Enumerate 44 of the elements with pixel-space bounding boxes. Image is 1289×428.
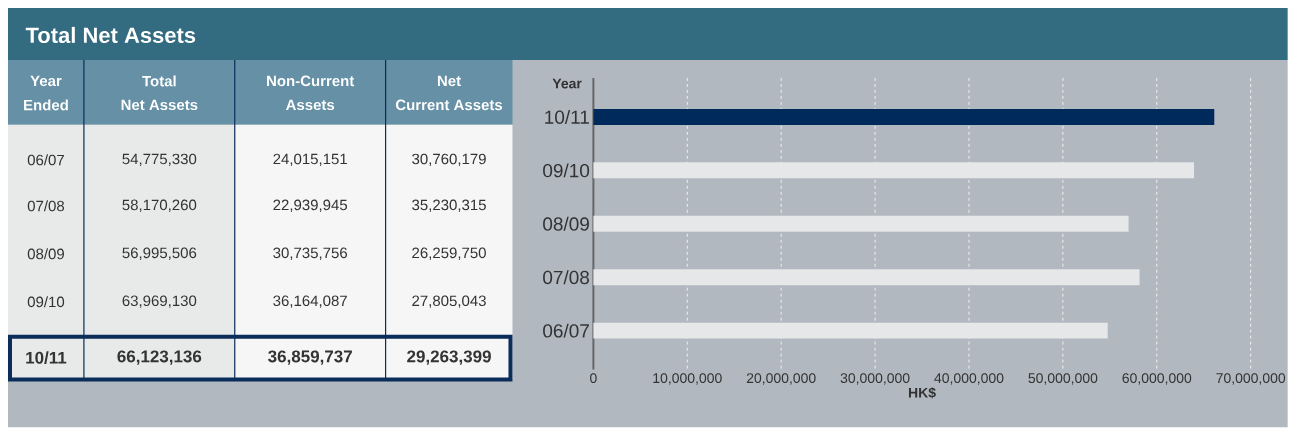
text: Net Assets (121, 99, 198, 111)
text: 09/10 (27, 296, 65, 308)
text: 30,760,179 (412, 153, 486, 167)
text: Current Assets (395, 99, 503, 111)
text: Total Net Assets (25, 27, 196, 44)
text: 36,164,087 (273, 295, 347, 309)
x-tick-label: 0 (590, 373, 597, 384)
x-tick-label: 50,000,000 (1028, 373, 1098, 385)
text: Year (30, 75, 62, 87)
text: Non-Current (267, 75, 355, 87)
text: 08/09 (27, 248, 64, 260)
text: 36,859,737 (268, 350, 352, 366)
text: 35,230,315 (412, 199, 486, 213)
y-tick-label: 09/10 (543, 163, 590, 178)
y-tick-label: 10/11 (545, 110, 589, 125)
text: 06/07 (27, 154, 64, 166)
x-tick-label: 10,000,000 (653, 373, 722, 385)
text: 07/08 (27, 200, 65, 212)
text: 26,259,750 (412, 247, 486, 261)
x-tick-label: 70,000,000 (1216, 373, 1286, 385)
text: 22,939,945 (273, 199, 348, 213)
text: 10/11 (26, 351, 67, 365)
text: 58,170,260 (122, 199, 197, 213)
text: Assets (285, 99, 335, 111)
x-tick-label: 40,000,000 (934, 373, 1004, 385)
text: Net (437, 75, 461, 87)
text: 29,263,399 (407, 350, 491, 366)
text: 54,775,330 (122, 153, 197, 167)
x-tick-label: 30,000,000 (840, 373, 910, 385)
text: 24,015,151 (273, 153, 347, 167)
y-tick-label: 08/09 (543, 217, 589, 231)
text: 63,969,130 (122, 295, 197, 309)
text: Total (142, 75, 176, 87)
text: Ended (24, 99, 68, 111)
text: 66,123,136 (117, 350, 202, 366)
text: 30,735,756 (273, 247, 348, 261)
text: 56,995,506 (122, 247, 197, 261)
text: 27,805,043 (412, 295, 486, 309)
x-tick-label: 20,000,000 (746, 373, 816, 385)
x-axis-title: HK$ (908, 387, 936, 399)
x-tick-label: 60,000,000 (1122, 373, 1192, 385)
y-tick-label: 07/08 (543, 270, 590, 285)
y-axis-title: Year (552, 78, 582, 89)
y-tick-label: 06/07 (543, 323, 589, 338)
